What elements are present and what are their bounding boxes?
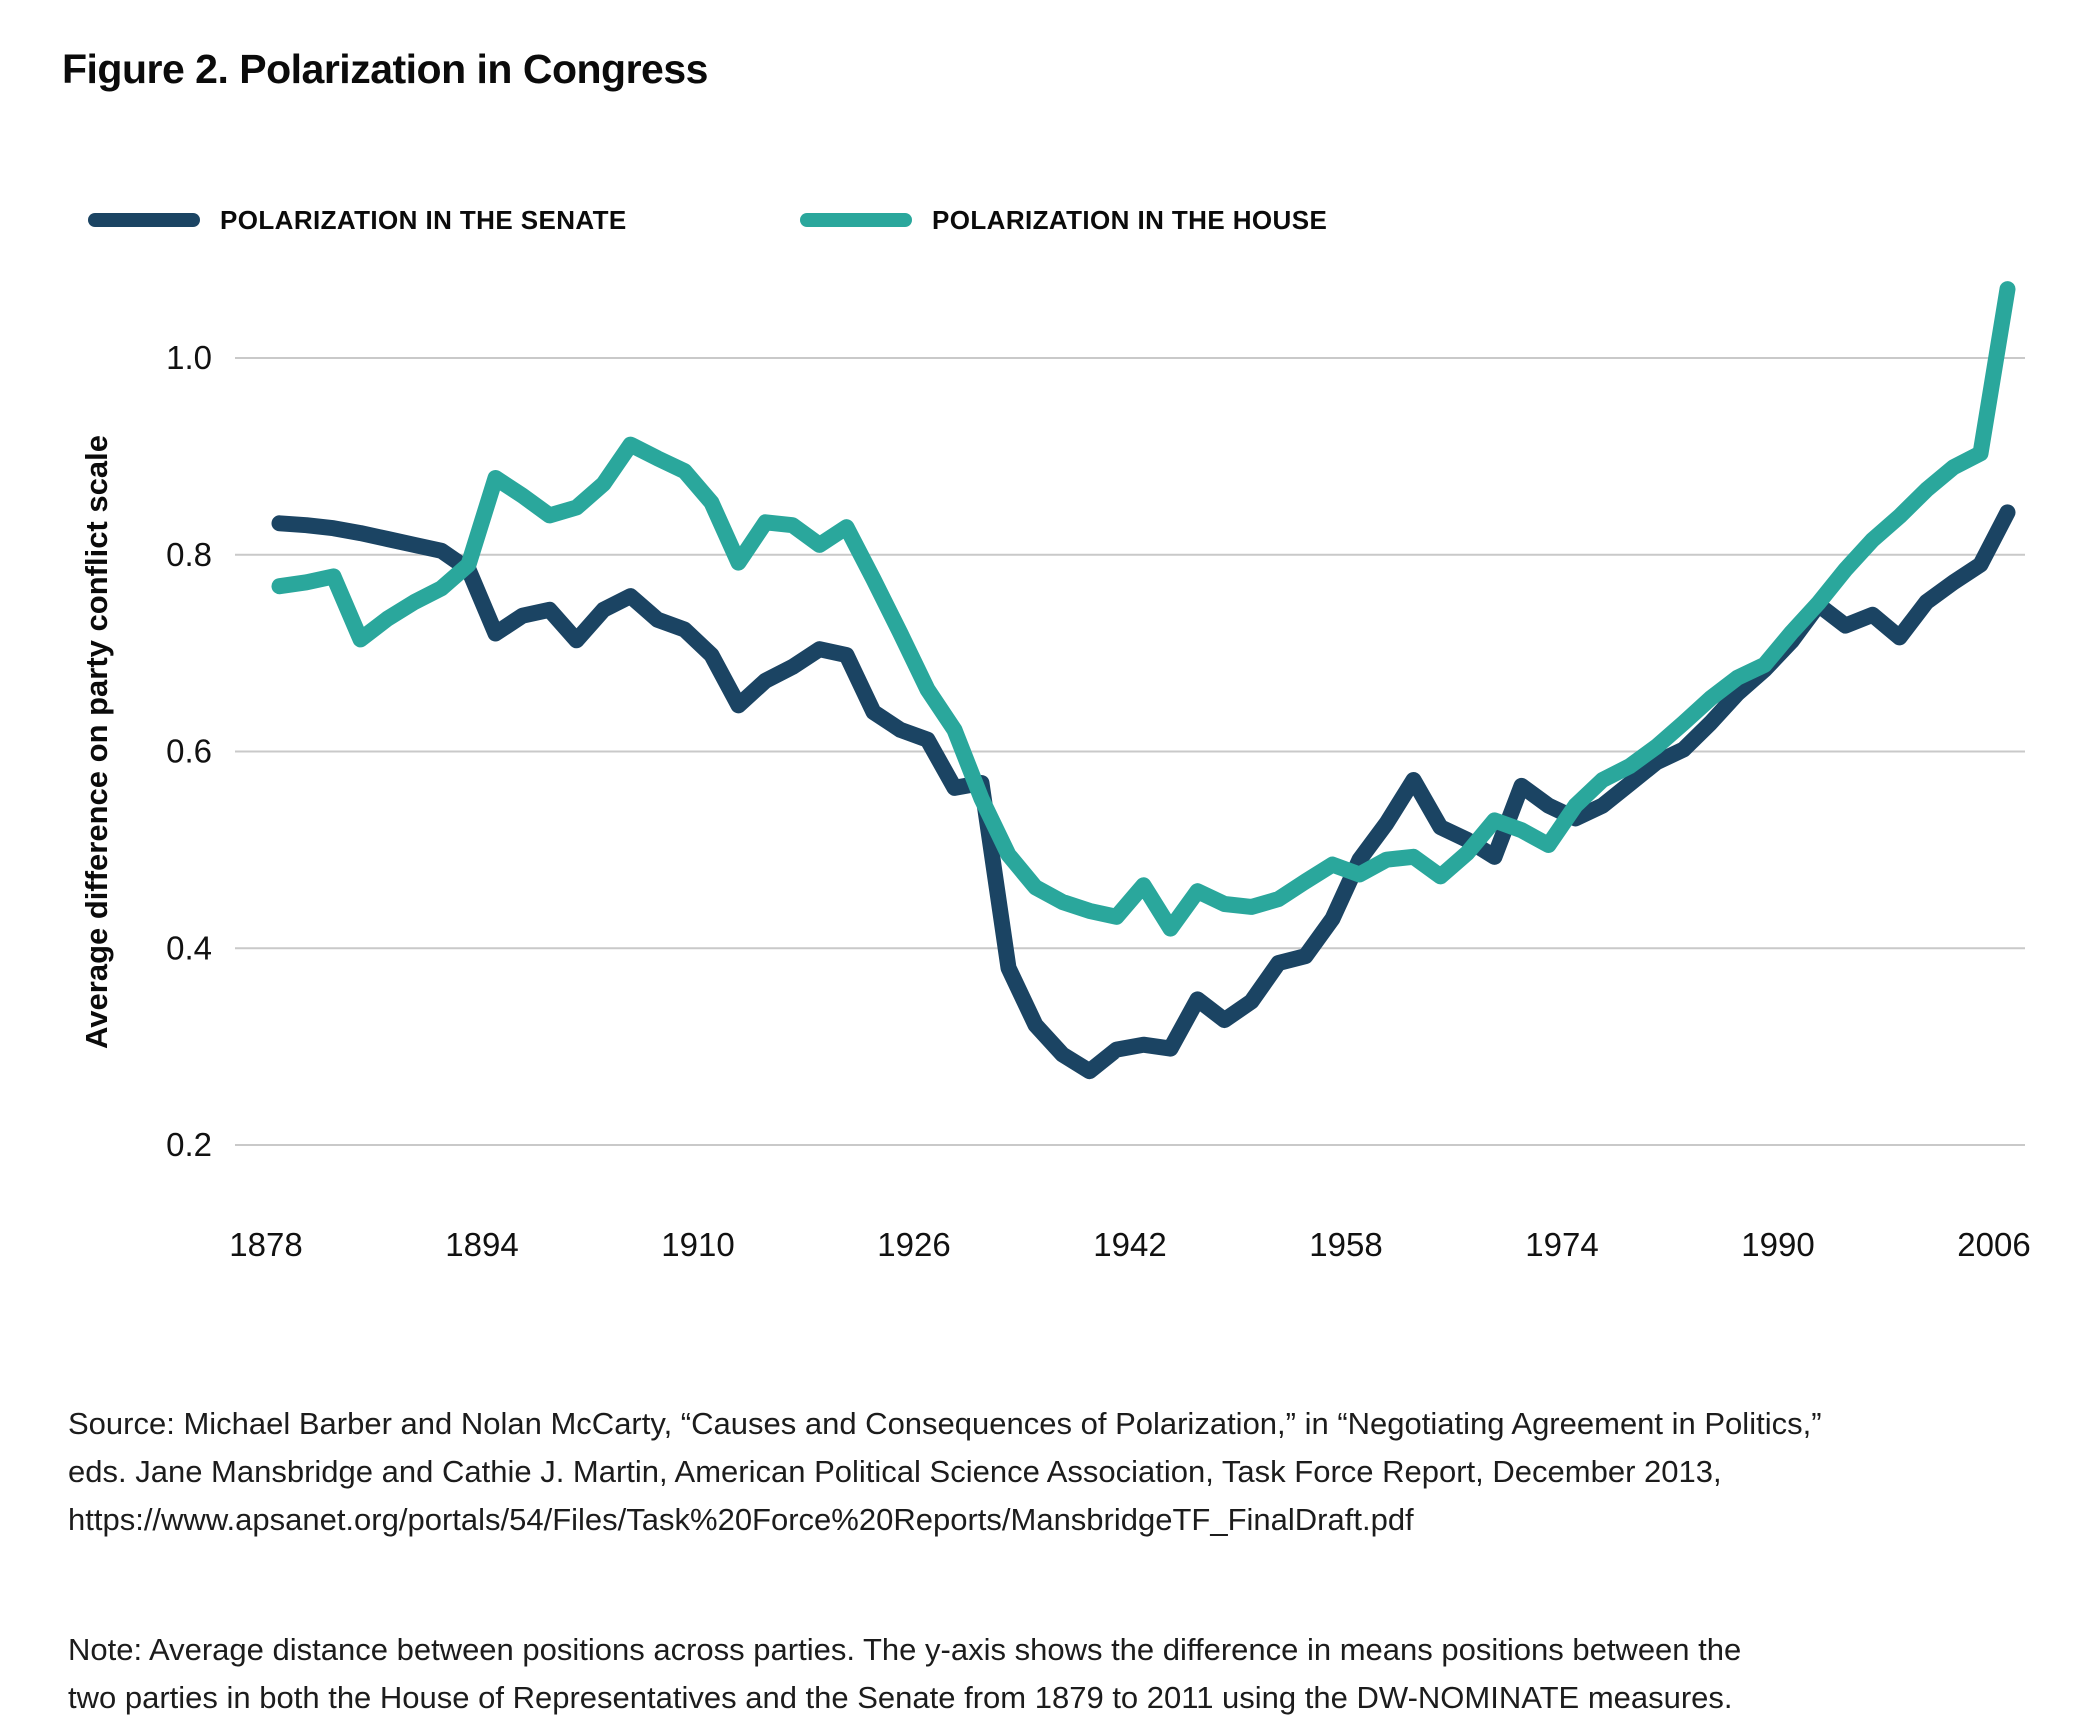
chart-legend: POLARIZATION IN THE SENATE POLARIZATION … <box>0 198 2084 242</box>
source-line: https://www.apsanet.org/portals/54/Files… <box>68 1502 1414 1537</box>
source-line: eds. Jane Mansbridge and Cathie J. Marti… <box>68 1454 1722 1489</box>
x-tick-1926: 1926 <box>877 1226 950 1263</box>
x-tick-1958: 1958 <box>1309 1226 1382 1263</box>
figure-note: Note: Average distance between positions… <box>68 1626 1741 1722</box>
x-tick-1942: 1942 <box>1093 1226 1166 1263</box>
y-tick-0.2: 0.2 <box>166 1126 212 1163</box>
legend-label-house: POLARIZATION IN THE HOUSE <box>932 204 1328 235</box>
y-axis-tick-labels: 1.0 0.8 0.6 0.4 0.2 <box>166 339 212 1163</box>
senate-line-swatch-icon <box>88 213 200 227</box>
note-line: two parties in both the House of Represe… <box>68 1680 1733 1715</box>
figure-title: Figure 2. Polarization in Congress <box>62 46 708 92</box>
x-axis-tick-labels: 1878 1894 1910 1926 1942 1958 1974 1990 2006 <box>229 1226 2030 1263</box>
series-lines <box>271 281 2016 1080</box>
source-citation: Source: Michael Barber and Nolan McCarty… <box>68 1400 1822 1544</box>
senate-line <box>271 504 2016 1080</box>
legend-item-senate: POLARIZATION IN THE SENATE <box>88 198 627 242</box>
legend-item-house: POLARIZATION IN THE HOUSE <box>800 198 1327 242</box>
house-line <box>271 281 2016 937</box>
x-tick-1878: 1878 <box>229 1226 302 1263</box>
y-tick-0.6: 0.6 <box>166 733 212 770</box>
x-tick-2006: 2006 <box>1957 1226 2030 1263</box>
y-tick-1.0: 1.0 <box>166 339 212 376</box>
house-line-swatch-icon <box>800 213 912 227</box>
x-tick-1894: 1894 <box>445 1226 518 1263</box>
legend-label-senate: POLARIZATION IN THE SENATE <box>220 204 627 235</box>
x-tick-1990: 1990 <box>1741 1226 1814 1263</box>
x-tick-1910: 1910 <box>661 1226 734 1263</box>
gridlines <box>235 357 2025 1146</box>
x-tick-1974: 1974 <box>1525 1226 1598 1263</box>
y-tick-0.4: 0.4 <box>166 929 212 966</box>
note-line: Note: Average distance between positions… <box>68 1632 1742 1667</box>
y-tick-0.8: 0.8 <box>166 536 212 573</box>
source-line: Source: Michael Barber and Nolan McCarty… <box>68 1406 1822 1441</box>
